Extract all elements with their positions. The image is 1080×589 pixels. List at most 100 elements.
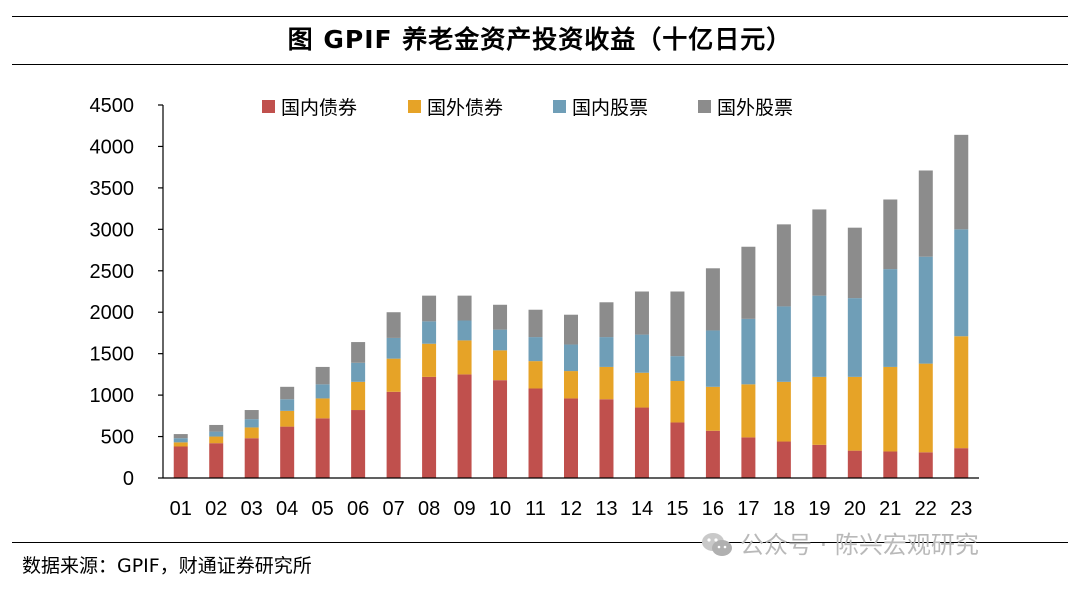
x-tick-label: 13 bbox=[595, 498, 617, 520]
legend-swatch-domestic-equity bbox=[553, 100, 566, 113]
bar-foreign-equity-05 bbox=[315, 366, 330, 385]
bar-foreign-bonds-13 bbox=[599, 366, 614, 400]
x-tick-label: 12 bbox=[560, 498, 582, 520]
bar-domestic-equity-03 bbox=[244, 419, 259, 428]
bar-domestic-bonds-22 bbox=[918, 452, 933, 478]
bar-foreign-bonds-22 bbox=[918, 363, 933, 453]
bar-domestic-equity-11 bbox=[528, 337, 543, 362]
bar-foreign-bonds-23 bbox=[954, 336, 969, 449]
bar-domestic-equity-13 bbox=[599, 337, 614, 367]
bar-domestic-equity-23 bbox=[954, 229, 969, 337]
watermark: 公众号 · 陈兴宏观研究 bbox=[700, 529, 979, 561]
bar-foreign-equity-12 bbox=[564, 314, 578, 345]
chart-title: 图 GPIF 养老金资产投资收益（十亿日元） bbox=[287, 25, 793, 54]
bar-domestic-bonds-09 bbox=[457, 374, 472, 478]
bar-domestic-bonds-02 bbox=[209, 443, 224, 478]
bar-domestic-bonds-16 bbox=[705, 430, 720, 478]
bar-foreign-bonds-11 bbox=[528, 361, 543, 389]
bar-foreign-bonds-07 bbox=[386, 358, 401, 392]
bar-domestic-bonds-11 bbox=[528, 388, 543, 478]
bar-foreign-equity-08 bbox=[422, 295, 437, 322]
x-tick-label: 09 bbox=[453, 498, 475, 520]
bar-domestic-equity-15 bbox=[670, 356, 685, 382]
bar-domestic-equity-17 bbox=[741, 318, 756, 385]
bar-domestic-equity-14 bbox=[634, 334, 649, 373]
bar-domestic-equity-01 bbox=[173, 438, 188, 443]
bar-domestic-equity-05 bbox=[315, 384, 330, 399]
bar-domestic-bonds-15 bbox=[670, 422, 685, 478]
bar-foreign-equity-07 bbox=[386, 312, 401, 338]
bar-domestic-bonds-03 bbox=[244, 438, 259, 478]
bar-foreign-bonds-01 bbox=[173, 442, 188, 447]
x-tick-label: 23 bbox=[950, 498, 972, 520]
watermark-text: 公众号 · 陈兴宏观研究 bbox=[740, 531, 979, 559]
bar-foreign-bonds-19 bbox=[812, 376, 827, 445]
x-tick-label: 01 bbox=[170, 498, 192, 520]
bar-foreign-bonds-06 bbox=[351, 381, 366, 411]
bar-domestic-equity-06 bbox=[351, 362, 366, 382]
x-tick-label: 03 bbox=[241, 498, 263, 520]
bar-foreign-equity-10 bbox=[493, 304, 508, 330]
bar-foreign-equity-21 bbox=[883, 199, 898, 270]
bar-domestic-bonds-23 bbox=[954, 448, 969, 478]
bar-foreign-bonds-10 bbox=[493, 350, 508, 381]
bar-domestic-bonds-12 bbox=[564, 398, 578, 478]
bar-foreign-equity-13 bbox=[599, 302, 614, 338]
bar-domestic-equity-04 bbox=[280, 399, 295, 411]
x-tick-label: 17 bbox=[737, 498, 759, 520]
bar-domestic-bonds-17 bbox=[741, 437, 756, 478]
x-tick-label: 07 bbox=[382, 498, 404, 520]
bar-foreign-bonds-02 bbox=[209, 436, 224, 444]
x-tick-label: 18 bbox=[773, 498, 795, 520]
x-tick-label: 21 bbox=[879, 498, 901, 520]
bar-foreign-equity-23 bbox=[954, 134, 969, 230]
bar-foreign-bonds-03 bbox=[244, 427, 259, 439]
x-tick-label: 19 bbox=[808, 498, 830, 520]
bar-foreign-equity-04 bbox=[280, 386, 295, 400]
bar-foreign-bonds-20 bbox=[847, 376, 862, 451]
source-note: 数据来源：GPIF，财通证券研究所 bbox=[22, 555, 312, 577]
bar-foreign-equity-09 bbox=[457, 295, 472, 321]
y-tick-label: 4500 bbox=[90, 95, 135, 117]
bar-foreign-bonds-21 bbox=[883, 366, 898, 452]
bar-foreign-equity-19 bbox=[812, 209, 827, 296]
x-tick-label: 06 bbox=[347, 498, 369, 520]
bar-foreign-bonds-15 bbox=[670, 381, 685, 423]
x-tick-label: 08 bbox=[418, 498, 440, 520]
x-tick-label: 16 bbox=[702, 498, 724, 520]
bar-foreign-equity-17 bbox=[741, 246, 756, 319]
bar-domestic-equity-16 bbox=[705, 330, 720, 387]
bar-domestic-bonds-19 bbox=[812, 444, 827, 478]
bar-domestic-equity-21 bbox=[883, 269, 898, 367]
x-tick-label: 14 bbox=[631, 498, 653, 520]
bar-domestic-equity-02 bbox=[209, 431, 224, 437]
y-tick-label: 1500 bbox=[90, 344, 135, 366]
bar-foreign-equity-16 bbox=[705, 268, 720, 331]
bar-foreign-equity-11 bbox=[528, 309, 543, 338]
bar-foreign-bonds-09 bbox=[457, 340, 472, 375]
bar-domestic-bonds-13 bbox=[599, 399, 614, 478]
x-tick-label: 15 bbox=[666, 498, 688, 520]
bar-foreign-equity-02 bbox=[209, 424, 224, 432]
y-tick-label: 500 bbox=[101, 427, 134, 449]
bottom-rule bbox=[12, 542, 1068, 543]
legend-swatch-foreign-equity bbox=[698, 100, 711, 113]
bar-domestic-bonds-04 bbox=[280, 426, 295, 478]
bar-foreign-equity-06 bbox=[351, 342, 366, 363]
bar-domestic-bonds-06 bbox=[351, 410, 366, 478]
bar-foreign-bonds-04 bbox=[280, 410, 295, 427]
bar-domestic-equity-07 bbox=[386, 337, 401, 359]
bar-foreign-bonds-05 bbox=[315, 398, 330, 419]
bar-foreign-bonds-18 bbox=[776, 381, 791, 442]
y-tick-label: 2000 bbox=[90, 302, 135, 324]
bar-domestic-equity-09 bbox=[457, 320, 472, 341]
y-tick-label: 1000 bbox=[90, 385, 135, 407]
bar-domestic-bonds-21 bbox=[883, 451, 898, 478]
x-tick-label: 10 bbox=[489, 498, 511, 520]
bar-foreign-bonds-16 bbox=[705, 386, 720, 431]
bar-domestic-bonds-01 bbox=[173, 446, 188, 478]
x-tick-label: 22 bbox=[915, 498, 937, 520]
x-tick-label: 05 bbox=[312, 498, 334, 520]
bar-domestic-bonds-07 bbox=[386, 391, 401, 478]
x-tick-label: 04 bbox=[276, 498, 298, 520]
